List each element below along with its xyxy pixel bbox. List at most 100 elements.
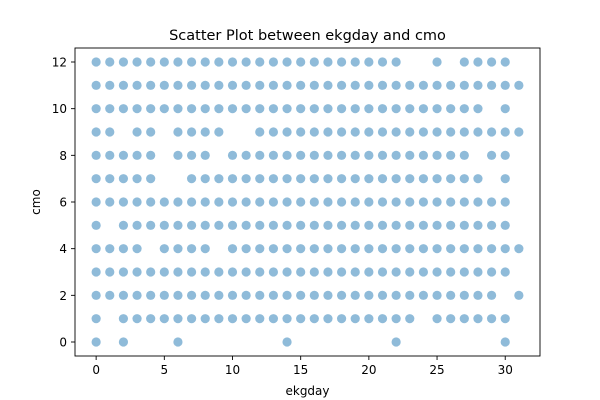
y-axis-label: cmo <box>29 189 43 215</box>
scatter-point <box>146 150 156 160</box>
scatter-point <box>241 220 251 230</box>
scatter-point <box>405 150 415 160</box>
scatter-point <box>473 197 483 207</box>
scatter-point <box>500 174 510 184</box>
scatter-point <box>418 150 429 160</box>
scatter-point <box>336 290 347 300</box>
scatter-point <box>391 57 401 67</box>
scatter-point <box>186 244 197 254</box>
scatter-point <box>132 220 142 230</box>
y-tick-label: 2 <box>59 289 67 303</box>
x-tick-label: 5 <box>160 363 168 377</box>
scatter-point <box>282 80 292 90</box>
scatter-point <box>282 150 292 160</box>
scatter-point <box>296 244 306 254</box>
scatter-point <box>309 104 319 114</box>
scatter-point <box>364 150 374 160</box>
scatter-point <box>336 197 347 207</box>
scatter-point <box>296 57 306 67</box>
scatter-point <box>91 174 101 184</box>
scatter-point <box>473 174 483 184</box>
scatter-point <box>391 197 401 207</box>
scatter-point <box>105 244 115 254</box>
scatter-point <box>323 80 333 90</box>
scatter-point <box>227 197 238 207</box>
scatter-point <box>446 174 456 184</box>
scatter-point <box>391 150 401 160</box>
scatter-point <box>173 57 183 67</box>
scatter-point <box>118 104 129 114</box>
scatter-point <box>296 150 306 160</box>
scatter-point <box>459 127 469 137</box>
scatter-point <box>241 104 251 114</box>
scatter-point <box>282 57 292 67</box>
scatter-point <box>405 267 415 277</box>
scatter-point <box>323 244 333 254</box>
scatter-point <box>118 197 129 207</box>
scatter-point <box>459 80 469 90</box>
scatter-point <box>282 127 292 137</box>
scatter-point <box>350 57 360 67</box>
scatter-point <box>186 267 197 277</box>
scatter-point <box>377 80 388 90</box>
scatter-point <box>514 127 524 137</box>
scatter-point <box>214 290 224 300</box>
scatter-point <box>268 314 279 324</box>
scatter-point <box>296 314 306 324</box>
scatter-point <box>459 197 469 207</box>
scatter-point <box>459 220 469 230</box>
scatter-point <box>91 314 101 324</box>
scatter-point <box>486 314 497 324</box>
scatter-point <box>118 57 129 67</box>
scatter-point <box>323 104 333 114</box>
scatter-point <box>200 267 210 277</box>
scatter-point <box>391 314 401 324</box>
scatter-point <box>241 267 251 277</box>
scatter-point <box>391 267 401 277</box>
scatter-point <box>309 267 319 277</box>
scatter-point <box>200 80 210 90</box>
scatter-point <box>227 290 238 300</box>
scatter-point <box>364 80 374 90</box>
scatter-point <box>500 267 510 277</box>
x-tick-label: 10 <box>225 363 240 377</box>
scatter-point <box>173 314 183 324</box>
scatter-point <box>214 104 224 114</box>
scatter-point <box>377 57 388 67</box>
scatter-point <box>173 267 183 277</box>
scatter-point <box>146 57 156 67</box>
scatter-point <box>323 174 333 184</box>
scatter-point <box>309 244 319 254</box>
scatter-point <box>486 197 497 207</box>
scatter-point <box>173 244 183 254</box>
scatter-point <box>146 197 156 207</box>
scatter-point <box>282 104 292 114</box>
scatter-point <box>268 104 279 114</box>
scatter-point <box>446 150 456 160</box>
scatter-point <box>309 197 319 207</box>
scatter-point <box>118 337 129 347</box>
scatter-point <box>255 127 265 137</box>
scatter-point <box>432 244 442 254</box>
scatter-point <box>132 104 142 114</box>
scatter-point <box>486 220 497 230</box>
scatter-point <box>500 150 510 160</box>
scatter-point <box>336 127 347 137</box>
scatter-point <box>227 220 238 230</box>
scatter-point <box>296 220 306 230</box>
scatter-point <box>282 244 292 254</box>
scatter-point <box>296 104 306 114</box>
scatter-point <box>377 104 388 114</box>
scatter-point <box>405 197 415 207</box>
scatter-point <box>105 80 115 90</box>
scatter-point <box>173 290 183 300</box>
scatter-point <box>432 314 442 324</box>
scatter-point <box>214 197 224 207</box>
scatter-point <box>309 314 319 324</box>
scatter-point <box>391 127 401 137</box>
data-points <box>91 57 524 347</box>
y-axis-ticks: 0 2 4 6 8 10 12 <box>52 56 75 350</box>
scatter-point <box>432 57 442 67</box>
y-tick-label: 6 <box>59 196 67 210</box>
scatter-point <box>255 80 265 90</box>
